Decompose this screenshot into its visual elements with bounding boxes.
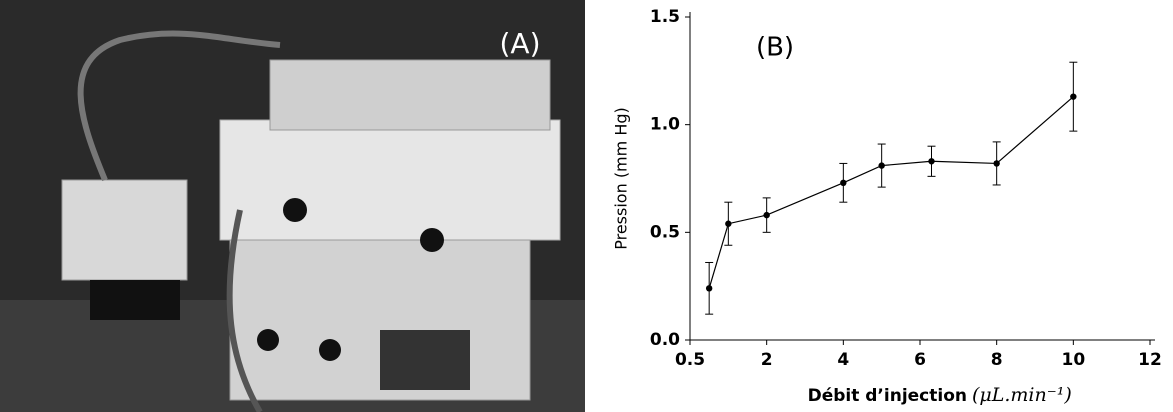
data-point: [725, 220, 732, 227]
x-tick-label: 6: [914, 350, 926, 370]
x-tick-label: 4: [837, 350, 849, 370]
y-tick-label: 0.0: [650, 330, 680, 350]
panel-label: (A): [499, 27, 540, 60]
knob: [420, 228, 444, 252]
x-tick-label: 10: [1061, 350, 1085, 370]
syringe: [269, 59, 551, 131]
x-axis-label: Débit d’injection: [808, 386, 967, 406]
data-point: [928, 158, 935, 165]
photo: (A): [0, 0, 585, 412]
x-tick-label: 2: [761, 350, 773, 370]
data-point: [993, 160, 1000, 167]
panel-label: (B): [756, 33, 794, 63]
x-axis-unit: (μL.min⁻¹): [972, 384, 1072, 406]
data-point: [705, 285, 713, 292]
data-point: [1070, 93, 1077, 100]
data-point: [840, 179, 847, 187]
y-tick-label: 0.5: [650, 222, 680, 242]
y-axis-label: Pression (mm Hg): [612, 107, 631, 250]
tube: [77, 30, 281, 182]
x-tick-label: 0.5: [675, 350, 705, 370]
knob: [257, 329, 279, 351]
water-tank: [61, 179, 188, 281]
knob: [319, 339, 341, 361]
y-tick-label: 1.0: [650, 115, 680, 135]
x-tick-label: 12: [1138, 350, 1162, 370]
connector-panel: [380, 330, 470, 390]
y-tick-label: 1.5: [650, 7, 680, 27]
tank-stand: [90, 280, 180, 320]
cable: [226, 209, 263, 412]
data-point: [878, 162, 885, 169]
data-point: [763, 211, 770, 219]
syringe-pump: [219, 119, 561, 241]
knob: [283, 198, 307, 222]
series-line: [708, 96, 1074, 289]
x-tick-label: 8: [991, 350, 1003, 370]
